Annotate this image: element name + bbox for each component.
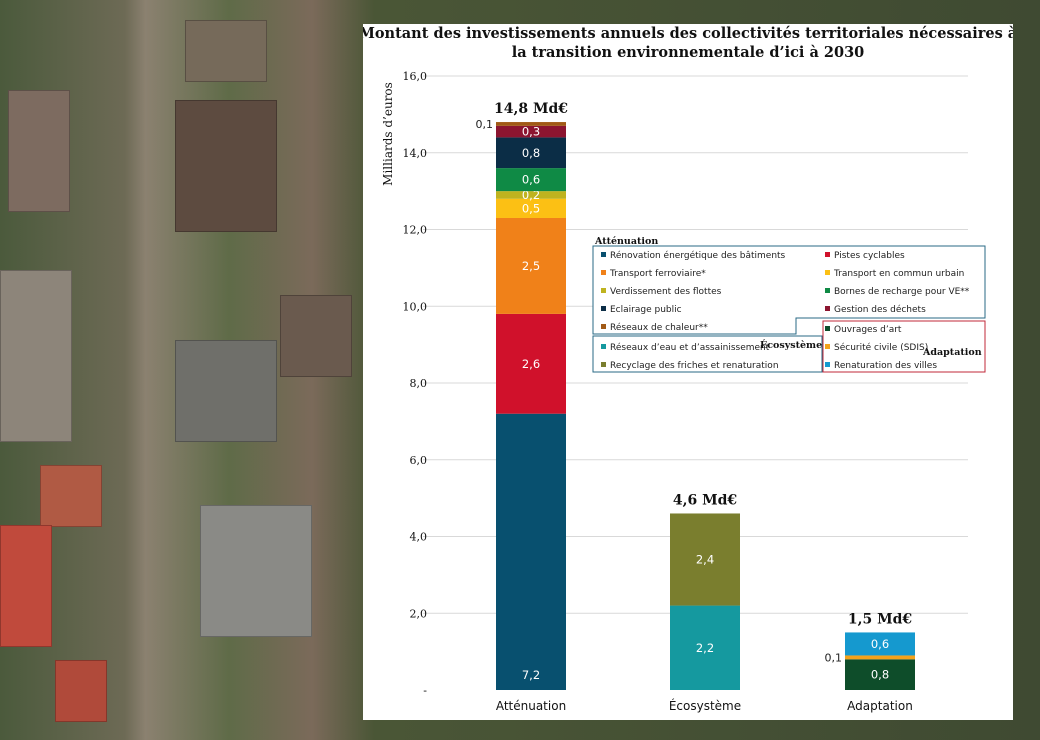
legend-swatch [601, 362, 606, 367]
legend-item: Recyclage des friches et renaturation [610, 361, 779, 371]
legend-swatch [601, 324, 606, 329]
y-tick-labels: - 2,0 4,0 6,0 8,0 10,0 12,0 14,0 16,0 [403, 70, 428, 697]
y-axis-label: Milliards d’euros [381, 82, 395, 186]
y-tick-label: 10,0 [403, 300, 428, 313]
legend-item: Rénovation énergétique des bâtiments [610, 250, 786, 261]
legend-swatch [601, 288, 606, 293]
total-label: 1,5 Md€ [848, 611, 913, 627]
legend-box-adaptation [822, 320, 986, 373]
bars: 7,22,62,50,50,20,60,80,30,114,8 Md€2,22,… [476, 101, 915, 690]
legend-title-attenuation: Atténuation [594, 236, 658, 247]
legend-swatch [825, 344, 830, 349]
legend-swatch [825, 362, 830, 367]
legend-box-attenuation [592, 245, 986, 335]
legend-swatch [601, 306, 606, 311]
data-label: 0,6 [522, 173, 540, 187]
y-tick-label: 16,0 [403, 70, 428, 83]
total-label: 14,8 Md€ [494, 101, 568, 117]
legend-swatch [825, 270, 830, 275]
y-tick-label: 2,0 [410, 607, 428, 620]
data-label: 7,2 [522, 668, 540, 682]
data-label: 0,8 [871, 668, 889, 682]
data-label: 2,6 [522, 357, 540, 371]
data-label: 2,2 [696, 641, 714, 655]
bar-segment [496, 198, 566, 218]
chart-title-line-1: Montant des investissements annuels des … [363, 25, 1013, 42]
legend-item: Pistes cyclables [834, 251, 905, 261]
legend-item: Renaturation des villes [834, 361, 937, 371]
legend-title-adaptation: Adaptation [922, 347, 982, 358]
legend-item: Gestion des déchets [834, 304, 926, 315]
legend-box-ecosysteme [592, 335, 823, 373]
bar-segment [496, 413, 566, 690]
data-label: 2,4 [696, 553, 714, 567]
bar-segment [845, 659, 915, 690]
legend-item: Eclairage public [610, 305, 682, 315]
x-tick-labels: Atténuation Écosystème Adaptation [496, 698, 913, 713]
stacked-bar-chart: Montant des investissements annuels des … [363, 25, 1013, 713]
y-tick-label: - [423, 684, 427, 697]
bar-segment [670, 605, 740, 690]
legend-swatch [601, 270, 606, 275]
y-tick-label: 4,0 [410, 531, 428, 544]
data-label: 0,3 [522, 125, 540, 139]
data-label: 0,2 [522, 188, 540, 202]
data-label: 0,5 [522, 201, 540, 215]
legend-item: Bornes de recharge pour VE** [834, 287, 970, 297]
data-label: 0,1 [825, 651, 843, 664]
y-tick-label: 12,0 [403, 224, 428, 237]
legend-item: Transport en commun urbain [833, 269, 964, 279]
x-tick-label: Écosystème [669, 698, 741, 713]
data-label: 2,5 [522, 259, 540, 273]
data-label: 0,1 [476, 118, 494, 131]
bar-segment [670, 513, 740, 606]
chart-panel: Montant des investissements annuels des … [363, 24, 1013, 720]
legend: Atténuation Rénovation énergétique des bâ… [592, 236, 986, 373]
bar-segment [496, 168, 566, 192]
x-tick-label: Adaptation [847, 699, 913, 713]
legend-item: Réseaux d’eau et d’assainissement [610, 342, 770, 353]
legend-item: Verdissement des flottes [610, 287, 722, 297]
legend-item: Transport ferroviaire* [609, 269, 706, 279]
bar-segment [496, 217, 566, 314]
legend-swatch [825, 252, 830, 257]
total-label: 4,6 Md€ [673, 492, 738, 508]
legend-swatch [601, 344, 606, 349]
legend-item: Sécurité civile (SDIS) [834, 342, 928, 353]
legend-swatch [601, 252, 606, 257]
bar-segment [496, 137, 566, 169]
y-tick-label: 14,0 [403, 147, 428, 160]
legend-swatch [825, 288, 830, 293]
y-tick-label: 6,0 [410, 454, 428, 467]
legend-item: Ouvrages d’art [834, 325, 902, 335]
legend-title-ecosysteme: Écosystème [760, 339, 822, 351]
chart-title-line-2: la transition environnementale d’ici à 2… [512, 44, 865, 61]
bar-segment [496, 122, 566, 126]
bar-segment [845, 632, 915, 656]
x-tick-label: Atténuation [496, 699, 566, 713]
legend-item: Réseaux de chaleur** [610, 322, 708, 333]
bar-segment [496, 191, 566, 199]
y-tick-label: 8,0 [410, 377, 428, 390]
bar-segment [496, 125, 566, 138]
legend-swatch [825, 326, 830, 331]
legend-swatch [825, 306, 830, 311]
data-label: 0,6 [871, 637, 889, 651]
bar-segment [845, 655, 915, 660]
data-label: 0,8 [522, 146, 540, 160]
bar-segment [496, 313, 566, 414]
